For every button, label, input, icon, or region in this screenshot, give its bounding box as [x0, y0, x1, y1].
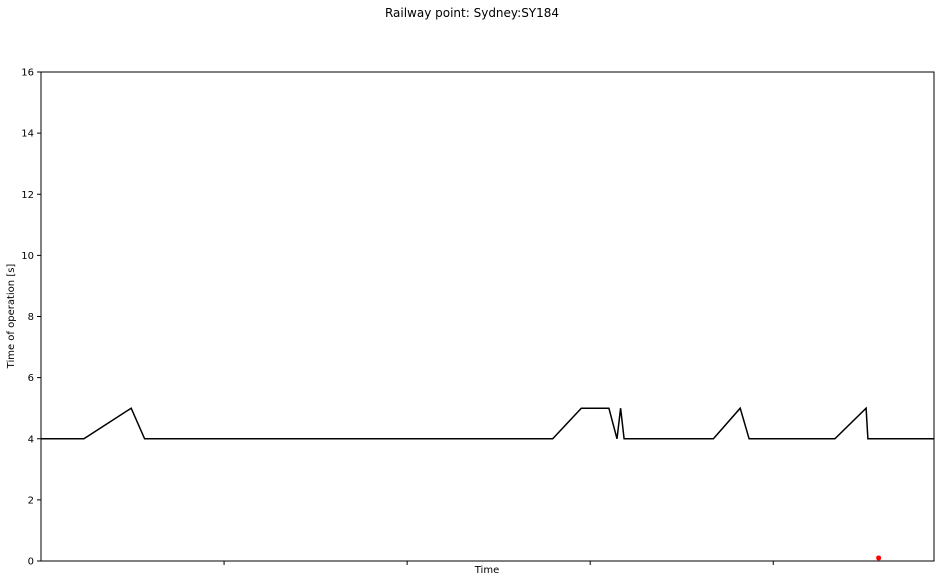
y-tick-label: 10 — [21, 251, 34, 262]
y-tick-label: 16 — [21, 68, 34, 79]
y-axis-label: Time of operation [s] — [6, 264, 17, 370]
y-tick-label: 8 — [28, 312, 34, 323]
marker-layer — [876, 555, 882, 561]
x-axis — [223, 561, 774, 565]
y-tick-label: 14 — [21, 129, 34, 140]
x-axis-label: Time — [474, 565, 499, 576]
series-layer — [41, 406, 934, 440]
chart-title: Railway point: Sydney:SY184 — [385, 6, 559, 20]
y-tick-label: 4 — [28, 434, 34, 445]
y-tick-label: 2 — [28, 495, 34, 506]
y-tick-label: 0 — [28, 557, 34, 568]
y-tick-label: 6 — [28, 373, 34, 384]
plot-area — [40, 71, 935, 562]
series-line — [41, 406, 934, 440]
y-axis: 0 2 4 6 8 10 12 14 16 — [21, 68, 41, 568]
y-tick-label: 12 — [21, 190, 34, 201]
data-point-marker — [876, 555, 882, 561]
